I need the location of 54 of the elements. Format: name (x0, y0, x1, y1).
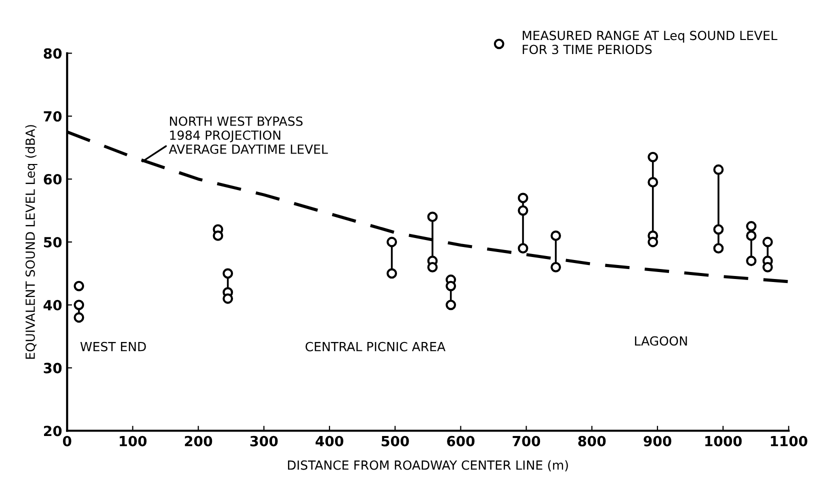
x-tick-label: 500 (382, 436, 409, 446)
x-axis-title: DISTANCE FROM ROADWAY CENTER LINE (m) (288, 460, 568, 472)
point (713, 164, 724, 175)
x-tick-label: 800 (578, 436, 606, 446)
x-tick-label: 600 (447, 436, 475, 446)
point (427, 212, 438, 222)
x-tick-label: 300 (250, 436, 278, 446)
point (74, 280, 84, 292)
y-tick-label: 40 (44, 300, 62, 310)
point (386, 236, 398, 248)
point (74, 300, 84, 310)
annotation: WEST END (80, 342, 146, 352)
x-tick-label: 100 (120, 436, 147, 446)
x-tick-label: 200 (184, 436, 212, 446)
point (518, 205, 528, 216)
legend-label: MEASURED RANGE AT Leq SOUND LEVEL FOR 3 TIME PERIODS (522, 30, 778, 54)
point (648, 177, 658, 188)
point (648, 152, 658, 162)
point (746, 221, 756, 232)
x-tick-label: 900 (644, 436, 672, 446)
x-tick-label: 1100 (770, 436, 808, 446)
x-tick-label: 400 (316, 436, 344, 446)
point (222, 293, 234, 304)
point (386, 268, 398, 279)
point (746, 230, 756, 241)
point (518, 192, 528, 204)
y-tick-label: 20 (44, 426, 62, 436)
point (427, 262, 438, 272)
y-tick-label: 70 (44, 111, 62, 122)
point (713, 243, 724, 254)
annotation: CENTRAL PICNIC AREA (306, 342, 446, 352)
y-tick-label: 30 (44, 362, 62, 374)
point (212, 230, 224, 241)
x-tick-label: 0 (62, 436, 72, 446)
y-axis-title: EQUIVALENT SOUND LEVEL Leq (dBA) (25, 125, 38, 359)
point (746, 256, 756, 266)
point (74, 312, 84, 323)
point (713, 224, 724, 235)
point (762, 262, 773, 272)
x-tick-label: 1000 (705, 436, 742, 446)
y-tick-label: 50 (44, 236, 62, 248)
point (550, 262, 562, 272)
point (762, 236, 773, 248)
point (446, 300, 456, 310)
annotation: NORTH WEST BYPASS 1984 PROJECTION AVERAGE DAYTIME LEVEL (168, 116, 328, 154)
point (550, 230, 562, 241)
point (648, 236, 658, 248)
point (518, 243, 528, 254)
point (222, 268, 234, 279)
y-tick-label: 60 (44, 174, 62, 185)
y-tick-label: 80 (44, 48, 62, 59)
point (446, 280, 456, 292)
annotation: LAGOON (635, 336, 687, 346)
x-tick-label: 700 (512, 436, 540, 446)
